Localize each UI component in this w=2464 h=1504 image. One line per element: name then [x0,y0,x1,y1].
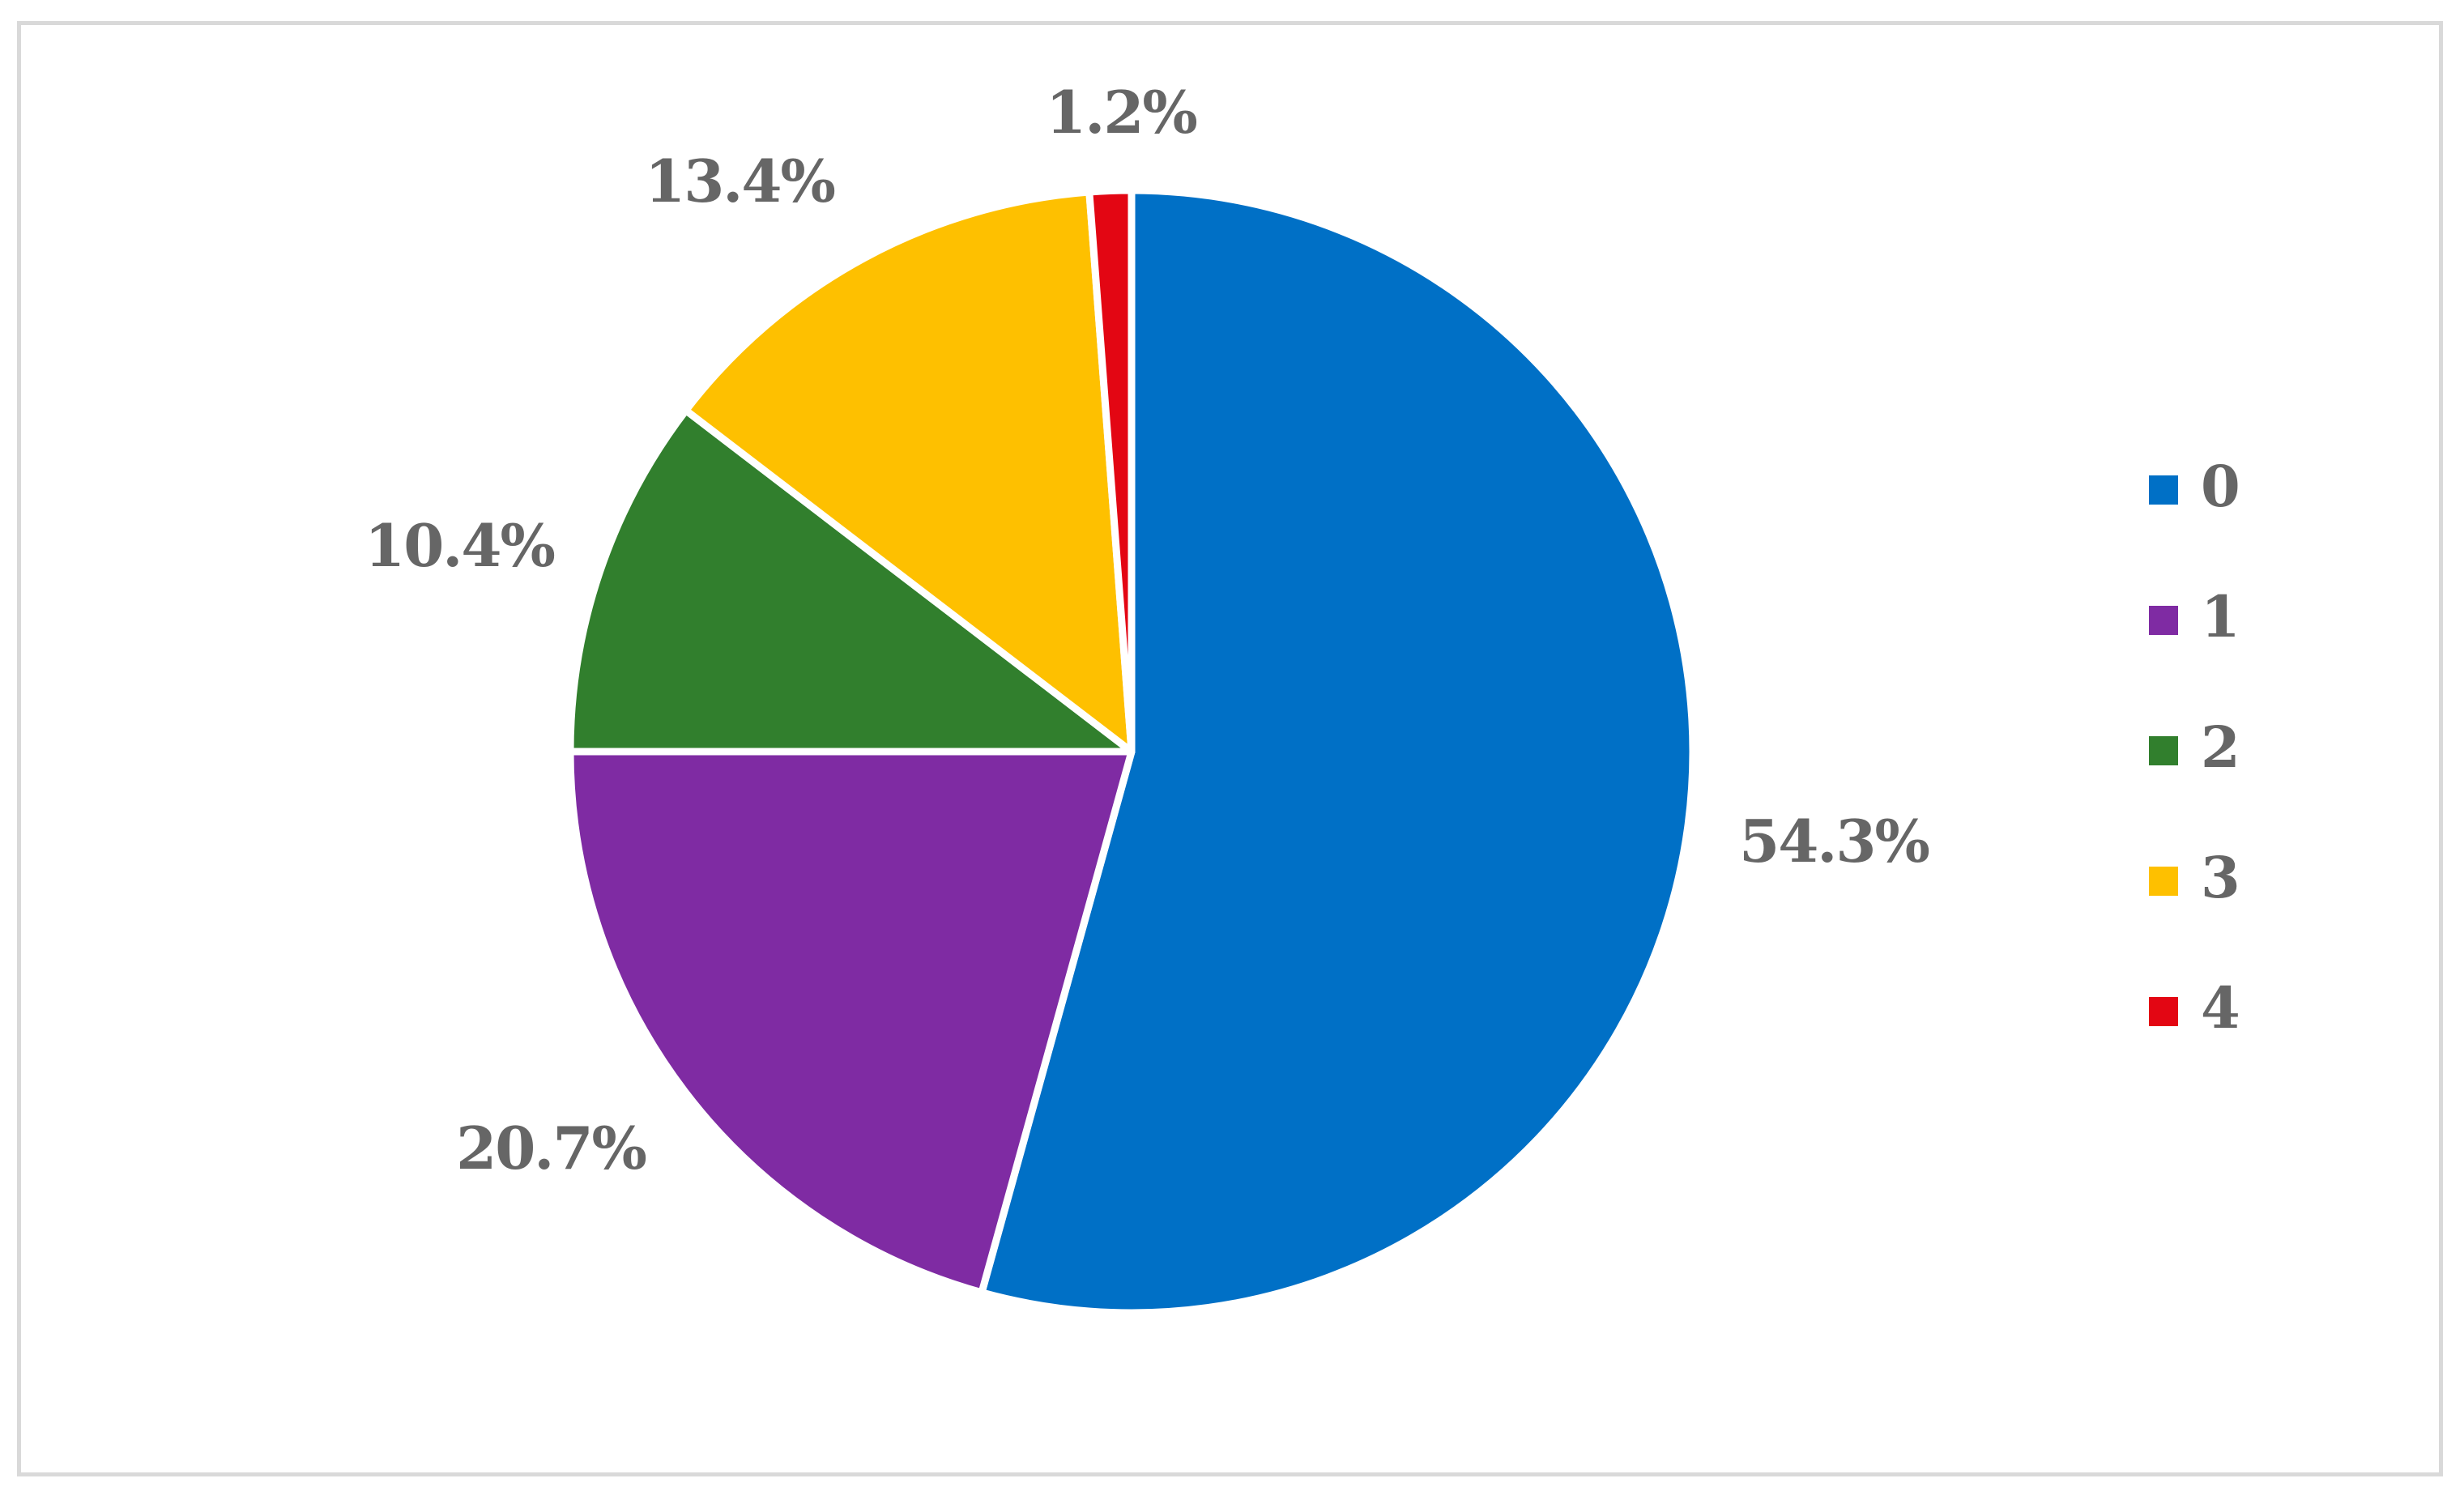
legend-swatch-1 [2149,606,2178,635]
legend-label-3: 3 [2201,844,2240,911]
pie-slice-4 [1085,186,1136,756]
data-label-3: 13.4% [645,147,834,215]
data-label-0: 54.3% [1739,807,1929,876]
data-label-2: 10.4% [364,511,554,580]
legend-label-4: 4 [2201,974,2240,1042]
pie-slice-0 [978,186,1697,1317]
pie-slices [566,186,1697,1317]
legend-swatch-4 [2149,997,2178,1026]
data-label-4: 1.2% [1046,78,1196,147]
pie-slice-3 [682,188,1136,756]
legend-swatch-0 [2149,475,2178,505]
legend-label-0: 0 [2201,453,2240,520]
legend: 0 1 2 3 4 [2149,453,2240,1042]
legend-swatch-2 [2149,736,2178,765]
pie-slice-1 [566,748,1136,1297]
pie-slice-2 [566,407,1136,756]
legend-label-2: 2 [2201,714,2240,781]
legend-swatch-3 [2149,867,2178,896]
pie-data-labels: 54.3% 20.7% 10.4% 13.4% 1.2% [364,78,1930,1182]
data-label-1: 20.7% [456,1114,646,1182]
legend-label-1: 1 [2201,583,2240,650]
